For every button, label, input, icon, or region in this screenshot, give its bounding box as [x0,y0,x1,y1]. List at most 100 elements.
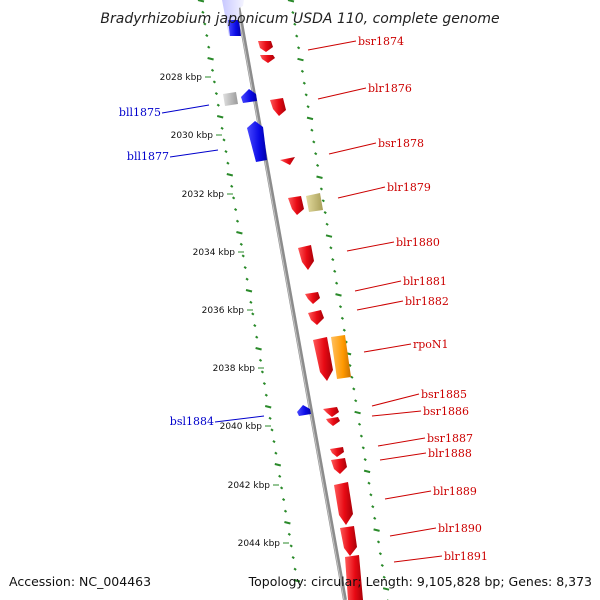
tick-mark [323,211,327,215]
tick-mark [293,22,297,26]
tick-mark [216,115,224,119]
gene-label-bsr1887: bsr1887 [427,432,473,445]
tick-mark [205,33,209,38]
tick-mark [306,105,310,109]
tick-mark [378,552,382,556]
leader-line [377,437,426,447]
tick-mark [373,528,380,532]
tick-mark [226,161,230,165]
leader-line [307,40,357,51]
tick-mark [245,277,249,281]
tick-mark [274,463,282,467]
tick-mark [310,128,314,132]
tick-mark [270,428,274,432]
gene-top-partial-blue [228,20,241,36]
tick-mark [264,405,272,409]
tick-mark [258,358,263,362]
kbp-tick-label: 2042 kbp [228,481,271,491]
leader-line [389,527,437,537]
tick-mark [255,347,262,351]
tick-mark [357,422,362,426]
tick-mark [214,92,218,96]
tick-mark [210,68,215,72]
gene-label-blr1890: blr1890 [438,522,482,535]
leader-line [161,104,210,114]
tick-mark [222,138,226,142]
tick-mark [304,93,308,97]
tick-mark [235,219,240,223]
gene-pseudo-gray [223,92,238,106]
gene-rpoN1-orange [331,335,351,379]
gene-blr1880 [298,245,314,270]
tick-mark [216,103,220,107]
kbp-tick-label: 2032 kbp [182,190,225,200]
gene-label-blr1888: blr1888 [428,447,472,460]
tick-mark [224,150,228,154]
gene-bsr1886 [326,417,340,426]
accession-text: Accession: NC_004463 [9,574,151,589]
gene-blr1882 [308,310,324,325]
genome-summary-text: Topology: circular; Length: 9,105,828 bp… [248,574,592,589]
tick-mark [335,281,339,285]
tick-mark [302,81,306,85]
tick-mark [373,516,377,520]
tick-mark [245,289,253,293]
tick-mark [342,328,346,332]
leader-line [354,280,402,292]
leader-line [337,186,386,199]
tick-mark [382,575,386,579]
tick-mark [297,46,301,50]
tick-mark [354,399,358,403]
tick-mark [367,481,371,485]
tick-mark [329,246,333,250]
tick-mark [251,312,255,316]
map-title: Bradyrhizobium japonicum USDA 110, compl… [100,11,499,27]
gene-bll1877 [247,121,267,162]
tick-mark [340,316,344,320]
tick-mark [289,544,293,548]
tick-mark [352,387,356,391]
gene-bsr1887 [330,447,344,457]
kbp-tick-label: 2028 kbp [160,73,203,83]
tick-mark [380,563,384,568]
tick-mark [278,474,282,478]
tick-mark [382,587,390,591]
gene-label-bsr1885: bsr1885 [421,388,467,401]
tick-mark [359,434,363,438]
gene-label-bll1877: bll1877 [127,150,169,163]
tick-mark [283,509,288,513]
inner-tick-track [197,0,301,583]
gene-label-rpoN1: rpoN1 [413,338,449,351]
tick-mark [306,116,314,121]
gene-bll1875 [241,89,257,103]
tick-mark [220,126,224,130]
gene-label-bsr1886: bsr1886 [423,405,469,418]
gene-label-blr1882: blr1882 [405,295,449,308]
leader-line [379,452,427,461]
kbp-tick-label: 2034 kbp [193,248,236,258]
tick-mark [338,305,343,309]
genome-backbone-highlight [235,0,345,600]
tick-mark [207,57,214,61]
leader-line [393,555,443,563]
tick-mark [280,486,284,490]
tick-mark [268,416,272,420]
tick-mark [331,257,335,262]
kbp-tick-label: 2030 kbp [171,131,214,141]
tick-mark [291,555,295,560]
tick-mark [321,199,325,203]
kbp-tick-label: 2038 kbp [213,364,256,374]
gene-pseudo-tan [306,193,323,212]
gene-blr1888 [331,458,347,474]
gene-blr1889 [334,482,353,525]
gene-label-blr1881: blr1881 [403,275,447,288]
tick-mark [314,152,318,156]
tick-mark [363,457,367,462]
tick-mark [230,184,234,188]
tick-mark [295,34,299,38]
gene-rpoN1 [313,337,333,381]
tick-mark [234,208,238,212]
tick-mark [316,163,320,167]
gene-blr1876 [270,98,286,116]
tick-mark [239,242,243,246]
